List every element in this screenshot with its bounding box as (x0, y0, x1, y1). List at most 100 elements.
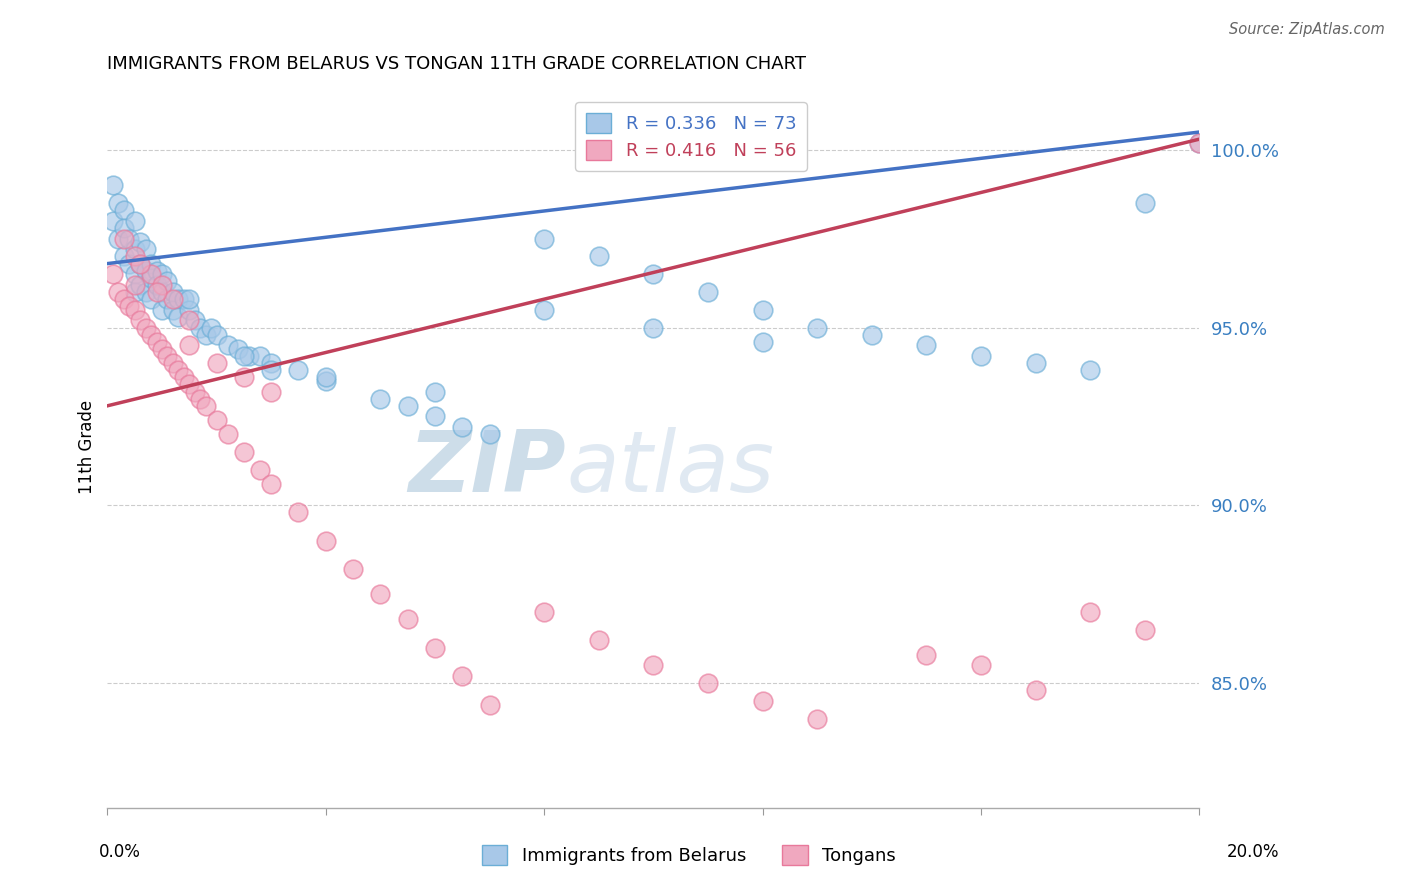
Point (112, 292, 135, 306)
Text: atlas: atlas (567, 427, 775, 510)
Point (145, 285, 167, 299)
Point (124, 214, 146, 228)
Point (112, 250, 135, 264)
Point (124, 302, 146, 317)
Point (139, 257, 162, 271)
Point (179, 302, 201, 317)
Point (135, 243, 157, 257)
Point (145, 277, 167, 292)
Point (588, 250, 610, 264)
Point (129, 257, 152, 271)
Legend: Immigrants from Belarus, Tongans: Immigrants from Belarus, Tongans (475, 838, 903, 872)
Point (118, 257, 141, 271)
Point (238, 349, 260, 363)
Point (112, 221, 135, 235)
Point (249, 463, 271, 477)
Y-axis label: 11th Grade: 11th Grade (79, 400, 96, 494)
Point (287, 506, 309, 520)
Point (162, 292, 184, 306)
Point (249, 349, 271, 363)
Point (315, 533, 337, 548)
Point (1025, 356, 1047, 370)
Point (124, 277, 146, 292)
Point (533, 605, 555, 619)
Point (129, 277, 152, 292)
Point (751, 334, 773, 349)
Point (135, 263, 157, 277)
Point (107, 196, 129, 211)
Point (533, 232, 555, 246)
Point (205, 413, 228, 427)
Point (101, 214, 124, 228)
Point (129, 235, 152, 250)
Point (112, 203, 135, 218)
Point (423, 384, 446, 399)
Point (232, 370, 254, 384)
Point (342, 562, 364, 576)
Point (1133, 196, 1156, 211)
Point (1078, 605, 1101, 619)
Point (156, 292, 179, 306)
Point (451, 420, 474, 434)
Text: 0.0%: 0.0% (98, 843, 141, 861)
Point (179, 313, 201, 327)
Text: IMMIGRANTS FROM BELARUS VS TONGAN 11TH GRADE CORRELATION CHART: IMMIGRANTS FROM BELARUS VS TONGAN 11TH G… (107, 55, 807, 73)
Point (205, 356, 228, 370)
Point (135, 320, 157, 334)
Legend: R = 0.336   N = 73, R = 0.416   N = 56: R = 0.336 N = 73, R = 0.416 N = 56 (575, 102, 807, 170)
Point (150, 302, 173, 317)
Point (162, 302, 184, 317)
Point (135, 285, 157, 299)
Point (145, 334, 167, 349)
Point (205, 327, 228, 342)
Point (970, 658, 993, 673)
Point (396, 399, 419, 413)
Point (1133, 623, 1156, 637)
Point (179, 292, 201, 306)
Point (370, 587, 392, 601)
Point (194, 399, 217, 413)
Point (145, 263, 167, 277)
Point (124, 267, 146, 281)
Point (124, 285, 146, 299)
Point (860, 327, 883, 342)
Point (184, 313, 207, 327)
Point (112, 232, 135, 246)
Point (315, 370, 337, 384)
Point (260, 477, 283, 491)
Point (751, 694, 773, 708)
Point (101, 178, 124, 193)
Point (806, 712, 828, 726)
Point (643, 267, 665, 281)
Point (228, 342, 250, 356)
Point (200, 320, 222, 334)
Point (173, 292, 195, 306)
Point (107, 285, 129, 299)
Point (915, 648, 938, 662)
Point (423, 640, 446, 655)
Point (232, 349, 254, 363)
Text: Source: ZipAtlas.com: Source: ZipAtlas.com (1229, 22, 1385, 37)
Point (139, 270, 162, 285)
Point (150, 267, 173, 281)
Point (260, 363, 283, 377)
Point (156, 349, 179, 363)
Point (751, 302, 773, 317)
Point (150, 342, 173, 356)
Point (188, 320, 211, 334)
Point (167, 363, 190, 377)
Point (217, 427, 239, 442)
Point (423, 409, 446, 424)
Point (194, 327, 217, 342)
Point (167, 292, 190, 306)
Point (150, 285, 173, 299)
Point (167, 310, 190, 324)
Point (697, 285, 720, 299)
Point (118, 299, 141, 313)
Point (179, 377, 201, 392)
Point (124, 243, 146, 257)
Point (162, 285, 184, 299)
Point (478, 427, 501, 442)
Point (150, 277, 173, 292)
Point (173, 370, 195, 384)
